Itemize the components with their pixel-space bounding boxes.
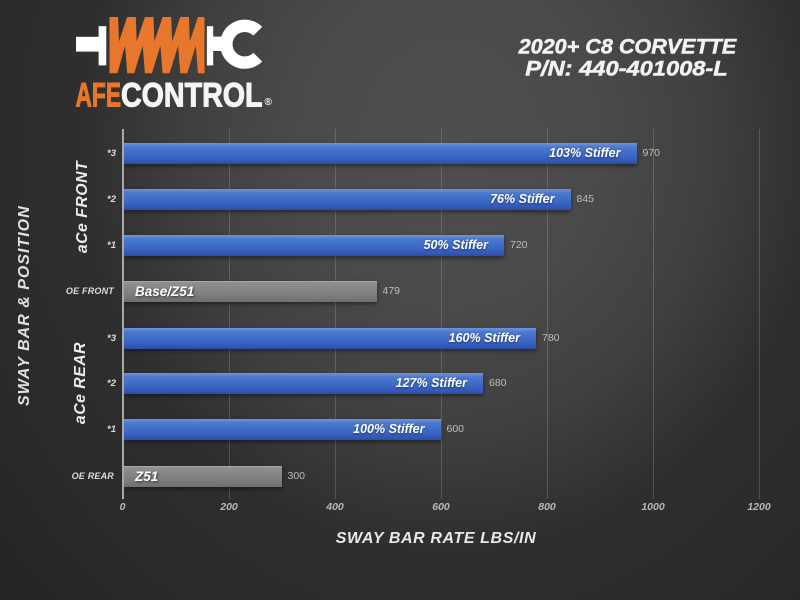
svg-text:AFE: AFE	[76, 77, 122, 115]
svg-text:CONTROL: CONTROL	[121, 77, 263, 115]
svg-text:P/N: 440-401008-L: P/N: 440-401008-L	[525, 57, 728, 81]
svg-text:®: ®	[265, 97, 273, 108]
svg-text:2020+ C8 CORVETTE: 2020+ C8 CORVETTE	[518, 35, 738, 59]
